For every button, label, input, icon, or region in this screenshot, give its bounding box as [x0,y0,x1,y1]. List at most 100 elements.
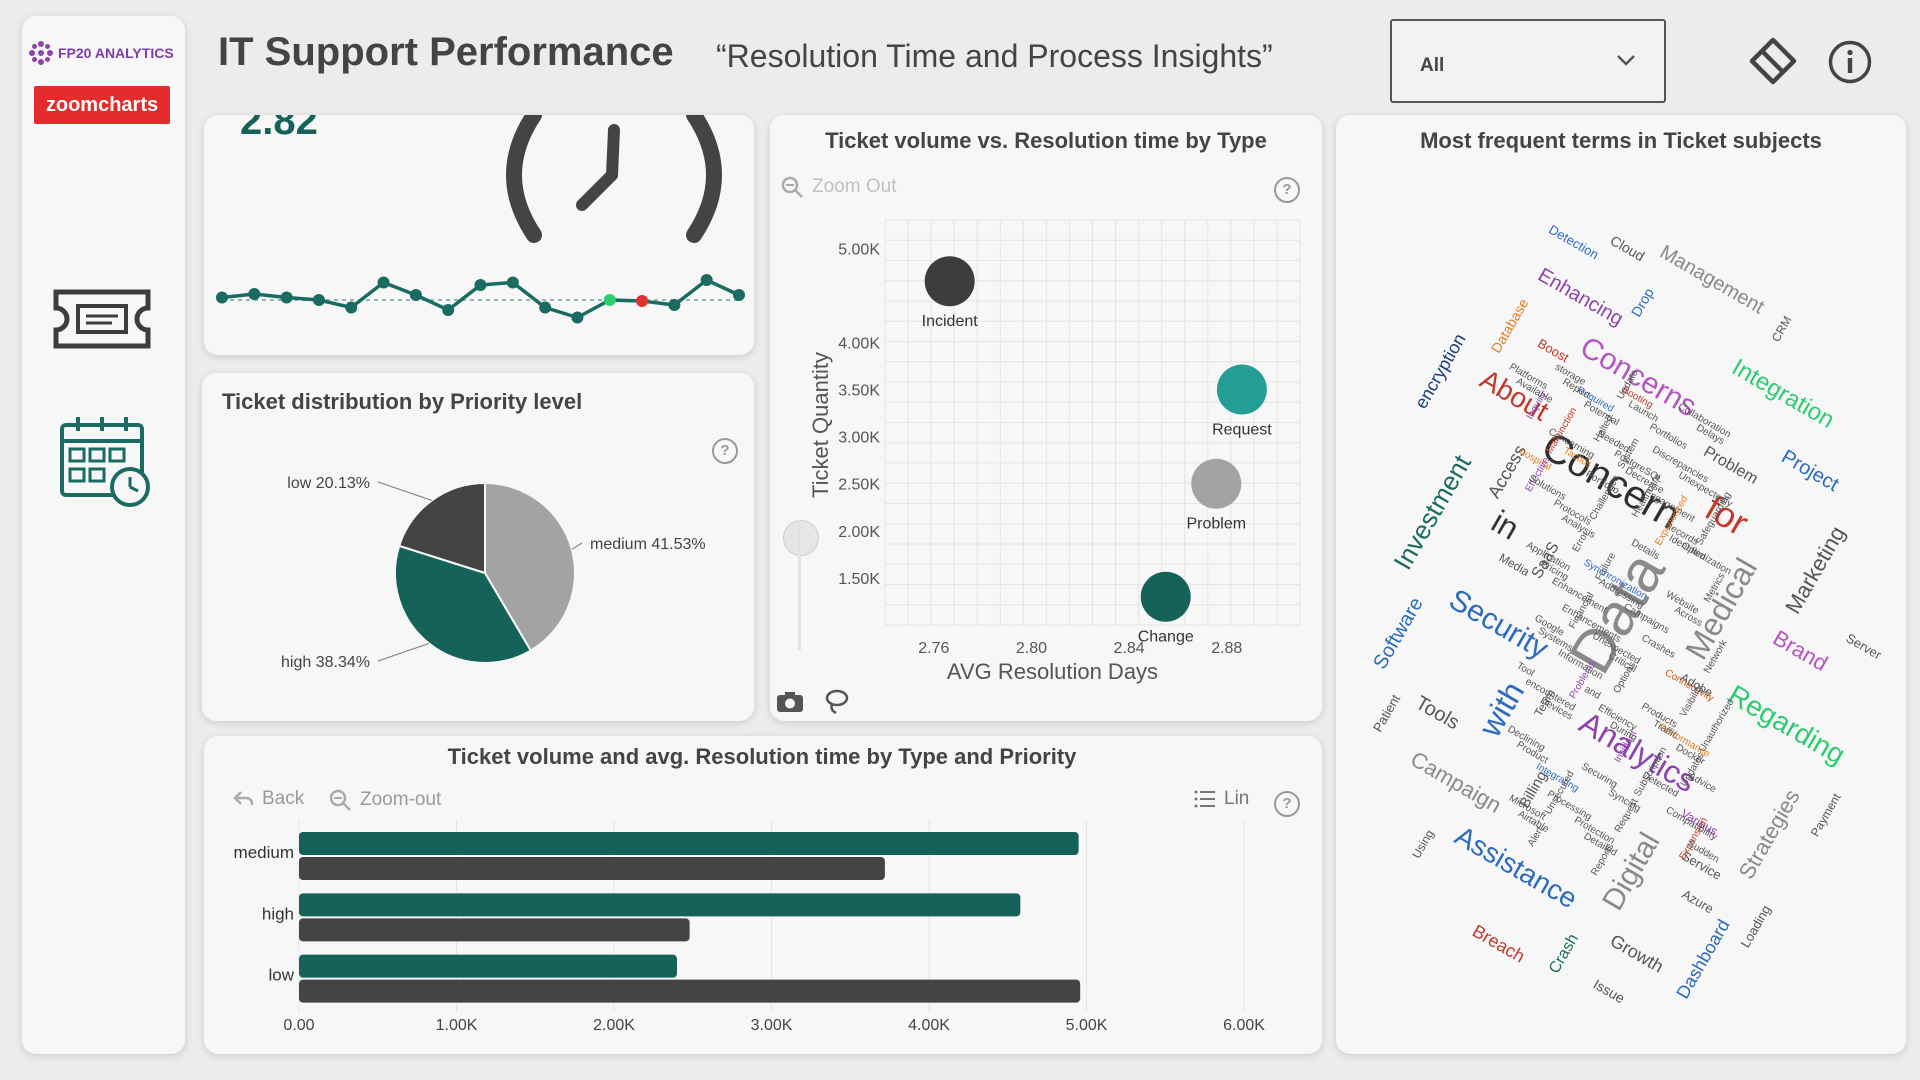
wordcloud-word: Boost [1535,336,1572,366]
scatter-help-icon[interactable]: ? [1274,177,1300,203]
brand-logo-icon [29,41,53,65]
bar-scale-toggle[interactable]: Lin [1194,788,1249,810]
wordcloud-word: Software [1369,594,1428,673]
trend-point [409,289,422,301]
bar-help-icon[interactable]: ? [1274,791,1300,817]
filter-value: All [1420,55,1445,76]
wordcloud-word: Unauthorized [1697,697,1736,754]
wordcloud-word: Database [1488,296,1532,356]
wordcloud-word: Patient [1370,692,1403,735]
filter-dropdown[interactable]: All [1390,19,1666,103]
scatter-zoom-label: Zoom Out [812,176,897,197]
wordcloud-word: Management [1656,241,1768,319]
eraser-icon[interactable] [1748,36,1798,86]
scatter-point-change [1140,571,1191,622]
partner-logo: zoomcharts [34,86,170,124]
scatter-point-label: Incident [922,313,979,330]
page-title: IT Support Performance [218,30,674,74]
bar-back-button[interactable]: Back [232,788,304,810]
wordcloud-word: Cloud [1608,232,1648,264]
bar-chart: 0.00 1.00K 2.00K 3.00K 4.00K 5.00K 6.00K medium… [234,820,1265,1034]
bar-high-series-2 [299,918,690,942]
scatter-card: Ticket volume vs. Resolution time by Typ… [770,115,1322,721]
trend-point [700,274,713,286]
sidebar: FP20 ANALYTICS zoomcharts [22,16,185,1054]
trend-point [506,276,519,289]
bar-title: Ticket volume and avg. Resolution time b… [447,744,1077,769]
scatter-zoom-out-button[interactable]: Zoom Out [780,175,896,199]
list-icon [1194,790,1215,808]
ticket-icon[interactable] [50,288,154,350]
trend-point [312,294,325,306]
trend-point [442,304,455,316]
wordcloud-word: CRM [1769,314,1795,345]
wordcloud-word: Drop [1628,285,1657,319]
bar-low-series-1 [299,954,677,978]
info-icon[interactable] [1828,40,1872,84]
wordcloud-word: Investment [1387,449,1477,575]
trend-point [571,311,584,324]
camera-icon[interactable] [775,690,805,714]
wordcloud-word: Brand [1769,625,1832,676]
trend-point [539,301,552,314]
wordcloud-word: Breach [1469,921,1528,967]
scatter-chart: 1.50K 2.00K 2.50K 3.00K 3.50K 4.00K 5.00K 2.76 2… [808,219,1301,684]
wordcloud-word: Detection [1546,222,1601,262]
wordcloud: DataConcernAnalyticsMedicalSecurityConce… [1369,222,1885,1007]
kpi-value: 2.82 [240,115,318,143]
wordcloud-word: Using [1409,827,1436,861]
bar-category-label: medium [234,843,294,862]
wordcloud-word: Strategies [1734,785,1805,883]
bar-x-tick-label: 1.00K [436,1017,478,1034]
wordcloud-word: Problem [1701,443,1761,488]
trend-point [280,291,293,304]
clock-icon [506,115,722,243]
bar-card: Ticket volume and avg. Resolution time b… [204,736,1322,1054]
bar-back-label: Back [262,788,305,809]
scatter-y-tick-label: 3.50K [838,383,880,400]
wordcloud-title: Most frequent terms in Ticket subjects [1420,128,1822,153]
wordcloud-word: Campaign [1406,746,1505,818]
trend-point [668,299,681,311]
trend-point [345,301,358,314]
bar-medium-series-2 [299,857,885,880]
wordcloud-word: Crash [1546,931,1582,976]
pie-leader-line [377,642,430,662]
bar-x-tick-label: 6.00K [1223,1017,1265,1034]
trend-point [474,279,487,291]
pie-chart: medium 41.53% high 38.34% low 20.13% [281,475,706,671]
scatter-x-tick-label: 2.88 [1211,640,1242,657]
brand-label: FP20 ANALYTICS [58,45,174,61]
trend-point [216,291,228,304]
bar-category-label: low [268,966,294,985]
calendar-clock-icon[interactable] [56,411,156,511]
trend-point [636,295,649,307]
lasso-icon[interactable] [824,688,850,716]
scatter-zoom-slider[interactable] [783,520,819,556]
bar-medium-series-1 [299,832,1079,855]
zoom-icon [329,789,351,811]
bar-x-tick-label: 2.00K [593,1017,635,1034]
wordcloud-word: Securing [1579,761,1619,790]
wordcloud-word: Payment [1808,790,1844,839]
pie-card: Ticket distribution by Priority level ? … [202,373,754,721]
scatter-y-tick-label: 2.50K [838,477,880,494]
scatter-point-label: Problem [1186,516,1246,533]
bar-category-label: high [262,904,294,923]
wordcloud-word: Project [1777,446,1842,496]
wordcloud-word: Regarding [1723,679,1850,770]
bar-scale-label: Lin [1224,788,1250,809]
back-arrow-icon [233,791,254,806]
wordcloud-word: Server [1844,630,1885,662]
bar-zoom-out-button[interactable]: Zoom-out [328,788,441,812]
scatter-y-axis-label: Ticket Quantity [808,352,833,498]
wordcloud-word: Marketing [1780,522,1850,618]
scatter-x-axis-label: AVG Resolution Days [947,659,1158,684]
scatter-y-tick-label: 1.50K [838,571,880,588]
bar-low-series-2 [299,979,1081,1003]
wordcloud-word: Issue [1591,976,1628,1007]
pie-help-icon[interactable]: ? [712,438,738,464]
zoom-icon [781,176,803,198]
brand-logo: FP20 ANALYTICS [28,40,178,66]
pie-slice-label: high 38.34% [281,654,370,671]
